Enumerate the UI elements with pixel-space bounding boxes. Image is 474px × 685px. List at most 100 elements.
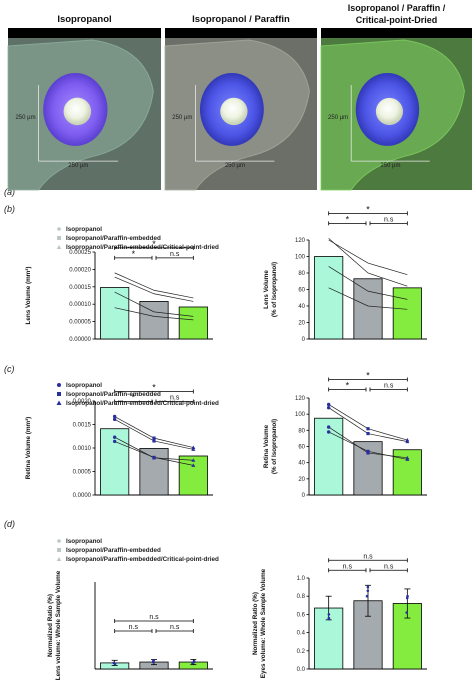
bar-1 bbox=[315, 257, 343, 340]
bar-3 bbox=[393, 288, 421, 339]
data-point bbox=[193, 660, 196, 663]
legend-b: Isopropanol Isopropanol/Paraffin-embedded… bbox=[57, 226, 219, 251]
legend-marker-triangle bbox=[57, 245, 62, 249]
panel-c: (c) Isopropanol Isopropanol/Paraffin-embed… bbox=[4, 364, 427, 499]
bar-2 bbox=[354, 279, 382, 339]
image-title: Isopropanol bbox=[57, 14, 111, 25]
y-tick-label: 0.00015 bbox=[69, 285, 91, 291]
significance-label: * bbox=[366, 371, 370, 381]
legend-entry: Isopropanol/Paraffin-embedded bbox=[66, 547, 161, 554]
significance-bracket: n.s bbox=[370, 217, 407, 226]
data-point-circle bbox=[327, 403, 330, 406]
data-point bbox=[328, 613, 331, 616]
y-tick-label: 0.4 bbox=[297, 631, 306, 637]
y-axis-label-line: Normalized Ratio (%) bbox=[47, 594, 54, 657]
chart-d-left: Normalized Ratio (%) Lens volume: Whole S… bbox=[47, 570, 213, 680]
y-tick-label: 0.00025 bbox=[69, 250, 91, 256]
y-tick-label: 0.0005 bbox=[73, 470, 92, 476]
data-point bbox=[114, 662, 117, 665]
significance-label: n.s bbox=[170, 251, 180, 258]
legend-entry: Isopropanol/Paraffin-embedded/Critical-p… bbox=[66, 556, 219, 563]
y-axis-label-line: (% of Isopropanol) bbox=[271, 262, 278, 317]
y-tick-label: 0.2 bbox=[297, 649, 306, 655]
image-title-line-1: Isopropanol / Paraffin / bbox=[348, 3, 446, 13]
data-point-square bbox=[366, 450, 369, 453]
legend-marker-square bbox=[57, 392, 61, 396]
scale-label-horizontal: 250 µm bbox=[225, 163, 245, 169]
y-tick-label: 20 bbox=[298, 477, 305, 483]
legend-entry: Isopropanol/Paraffin-embedded bbox=[66, 235, 161, 242]
significance-label: n.s bbox=[384, 383, 394, 390]
y-axis-label: Retina Volume (mm³) bbox=[25, 417, 32, 480]
legend-marker-triangle bbox=[57, 557, 62, 561]
significance-label: * bbox=[366, 205, 370, 215]
y-tick-label: 120 bbox=[295, 396, 306, 402]
chart-d-right: 0.0 0.2 0.4 0.6 0.8 1.0 Normalized Ratio (%) Ey… bbox=[252, 553, 427, 678]
y-tick-label: 80 bbox=[298, 271, 305, 277]
legend-marker-circle bbox=[57, 227, 61, 231]
significance-bracket: * bbox=[329, 371, 408, 382]
y-tick-label: 0.0020 bbox=[73, 399, 92, 405]
data-point-square bbox=[366, 427, 369, 430]
data-point-circle bbox=[327, 430, 330, 433]
significance-bracket: n.s bbox=[115, 624, 152, 633]
image-top-band bbox=[165, 28, 317, 38]
y-tick-label: 0.0010 bbox=[73, 446, 92, 452]
lens-shape bbox=[376, 98, 403, 125]
panel-label-c: (c) bbox=[4, 364, 15, 374]
y-tick-label: 40 bbox=[298, 461, 305, 467]
legend-d: Isopropanol Isopropanol/Paraffin-embedded… bbox=[57, 538, 219, 563]
legend-marker-circle bbox=[57, 539, 61, 543]
y-tick-label: 0.0000 bbox=[73, 493, 92, 499]
significance-label: n.s bbox=[149, 614, 159, 621]
y-tick-label: 1.0 bbox=[297, 576, 306, 582]
legend-marker-square bbox=[57, 548, 61, 552]
scale-label-vertical: 250 µm bbox=[15, 115, 35, 121]
micro-image-3: Isopropanol / Paraffin / Critical-point-D… bbox=[321, 3, 472, 190]
significance-bracket: n.s bbox=[156, 624, 193, 633]
y-axis-label-line: Eyes volume: Whole Sample Volume bbox=[260, 568, 267, 678]
data-point bbox=[367, 586, 370, 589]
scale-label-horizontal: 250 µm bbox=[68, 163, 88, 169]
data-point bbox=[406, 595, 409, 598]
scale-label-vertical: 250 µm bbox=[328, 115, 348, 121]
y-tick-label: 20 bbox=[298, 321, 305, 327]
data-point bbox=[366, 595, 369, 598]
significance-bracket: n.s bbox=[329, 563, 366, 572]
panel-label-d: (d) bbox=[4, 519, 15, 529]
significance-bracket: * bbox=[115, 383, 194, 394]
micro-image-1: Isopropanol 250 µm 250 µm bbox=[8, 14, 161, 190]
significance-bracket: n.s bbox=[156, 251, 193, 260]
significance-label: n.s bbox=[343, 563, 353, 570]
y-axis-label-line: Retina Volume bbox=[263, 424, 270, 468]
significance-bracket: * bbox=[329, 205, 408, 216]
data-point bbox=[328, 617, 331, 620]
significance-label: n.s bbox=[129, 624, 139, 631]
significance-label: n.s bbox=[384, 563, 394, 570]
y-tick-label: 0.0015 bbox=[73, 423, 92, 429]
significance-label: * bbox=[132, 249, 136, 259]
significance-label: n.s bbox=[170, 624, 180, 631]
significance-label: * bbox=[346, 215, 350, 225]
image-top-band bbox=[321, 28, 472, 38]
y-tick-label: 0.00020 bbox=[69, 267, 91, 273]
y-tick-label: 100 bbox=[295, 412, 306, 418]
legend-marker-triangle bbox=[57, 401, 62, 406]
scale-label-horizontal: 250 µm bbox=[380, 163, 400, 169]
y-tick-label: 100 bbox=[295, 255, 306, 261]
legend-entry: Isopropanol bbox=[66, 538, 102, 545]
y-tick-label: 80 bbox=[298, 428, 305, 434]
bar-1 bbox=[315, 418, 343, 495]
lens-shape bbox=[220, 98, 247, 125]
chart-b-left: 0.000000.000050.000100.000150.000200.000… bbox=[25, 239, 213, 343]
data-point-square bbox=[152, 456, 155, 459]
micro-image-2: Isopropanol / Paraffin 250 µm 250 µm bbox=[165, 14, 317, 190]
data-point bbox=[367, 589, 370, 592]
panel-a: (a)Isopropanol250 µm250 µmIsopropanol / … bbox=[4, 3, 472, 197]
data-point bbox=[152, 659, 155, 662]
y-axis-label-line: Lens volume: Whole Sample Volume bbox=[55, 570, 62, 680]
y-axis-label-line: Lens Volume bbox=[263, 270, 270, 309]
data-point-circle bbox=[113, 435, 116, 438]
bar-3 bbox=[179, 307, 207, 339]
